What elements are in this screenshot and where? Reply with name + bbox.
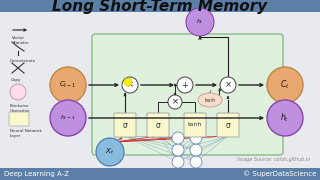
Circle shape — [168, 95, 182, 109]
Text: Image Source: colah.github.io: Image Source: colah.github.io — [237, 157, 310, 162]
FancyBboxPatch shape — [114, 113, 136, 137]
Circle shape — [122, 77, 138, 93]
Text: tanh: tanh — [188, 123, 202, 127]
Text: Neural Network
Layer: Neural Network Layer — [10, 129, 42, 138]
Text: $h_{t-1}$: $h_{t-1}$ — [60, 114, 76, 122]
Circle shape — [267, 100, 303, 136]
Text: ×: × — [225, 80, 231, 89]
Text: Pointwise
Operation: Pointwise Operation — [10, 104, 30, 113]
FancyBboxPatch shape — [147, 113, 169, 137]
Circle shape — [190, 132, 202, 144]
Text: $C_{t-1}$: $C_{t-1}$ — [59, 80, 77, 90]
Circle shape — [10, 84, 26, 100]
Circle shape — [267, 67, 303, 103]
Circle shape — [124, 78, 132, 86]
FancyBboxPatch shape — [184, 113, 206, 137]
Ellipse shape — [198, 93, 222, 107]
Text: Deep Learning A-Z: Deep Learning A-Z — [4, 171, 69, 177]
Text: σ: σ — [226, 120, 230, 129]
Circle shape — [172, 144, 184, 156]
Text: tanh: tanh — [204, 98, 216, 102]
Circle shape — [172, 156, 184, 168]
Circle shape — [172, 132, 184, 144]
Circle shape — [96, 138, 124, 166]
Text: σ: σ — [156, 120, 160, 129]
Circle shape — [186, 8, 214, 36]
Text: $h_t$: $h_t$ — [280, 112, 290, 124]
Circle shape — [190, 144, 202, 156]
Text: $X_t$: $X_t$ — [105, 147, 115, 157]
Text: Long Short-Term Memory: Long Short-Term Memory — [52, 0, 268, 14]
Circle shape — [220, 77, 236, 93]
Text: Copy: Copy — [11, 78, 21, 82]
Text: ×: × — [126, 80, 133, 89]
Text: $h_t$: $h_t$ — [196, 18, 204, 26]
FancyBboxPatch shape — [0, 0, 320, 12]
Text: +: + — [181, 80, 188, 89]
FancyBboxPatch shape — [9, 112, 29, 126]
Circle shape — [50, 67, 86, 103]
Text: Concatenate: Concatenate — [10, 59, 36, 63]
Text: © SuperDataScience: © SuperDataScience — [243, 171, 316, 177]
Circle shape — [177, 77, 193, 93]
FancyBboxPatch shape — [217, 113, 239, 137]
FancyBboxPatch shape — [92, 34, 283, 155]
Text: ×: × — [172, 98, 179, 107]
Text: $C_t$: $C_t$ — [280, 79, 290, 91]
FancyBboxPatch shape — [0, 168, 320, 180]
Circle shape — [50, 100, 86, 136]
Text: σ: σ — [123, 120, 127, 129]
Circle shape — [190, 156, 202, 168]
Text: Vector
Transfer: Vector Transfer — [12, 36, 28, 45]
